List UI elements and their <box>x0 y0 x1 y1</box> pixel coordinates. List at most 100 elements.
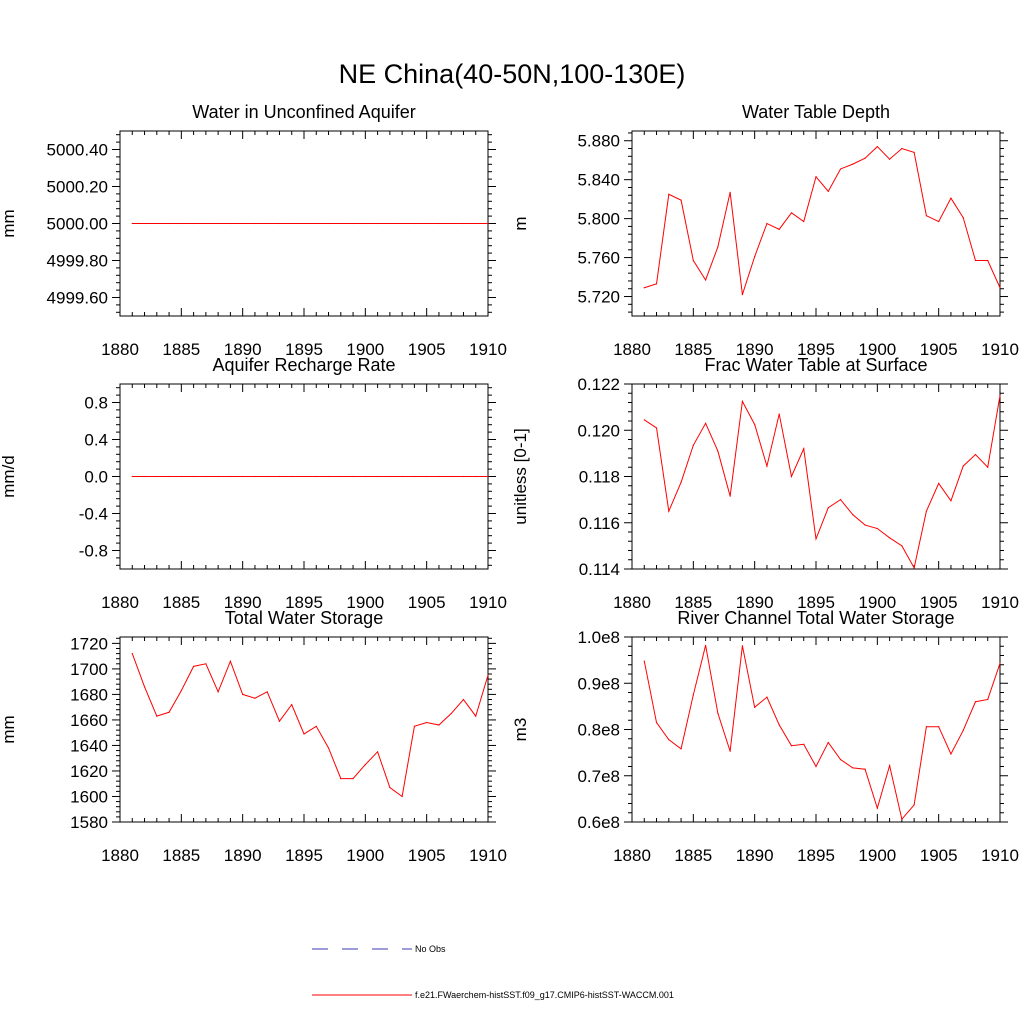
data-point <box>475 475 477 478</box>
data-point <box>766 696 768 698</box>
y-tick-label: 0.114 <box>579 560 620 579</box>
x-tick-label: 1880 <box>101 593 139 612</box>
data-point <box>729 495 731 497</box>
data-point <box>999 662 1001 664</box>
data-point <box>487 222 489 225</box>
x-tick-label: 1895 <box>285 593 323 612</box>
x-tick-label: 1905 <box>408 340 446 359</box>
y-tick-label: 0.7e8 <box>577 767 620 786</box>
data-point <box>229 222 231 225</box>
data-point <box>180 222 182 225</box>
data-point <box>193 222 195 225</box>
data-point <box>291 704 293 706</box>
y-tick-label: 5.760 <box>577 249 620 268</box>
data-point <box>131 222 133 225</box>
x-tick-label: 1890 <box>224 340 262 359</box>
x-tick-label: 1895 <box>797 593 835 612</box>
data-point <box>487 475 489 478</box>
data-point <box>487 674 489 676</box>
data-point <box>790 475 793 478</box>
data-point <box>852 767 854 769</box>
y-tick-label: -0.8 <box>79 542 108 561</box>
data-point <box>377 475 379 478</box>
data-point <box>229 660 231 662</box>
data-point <box>938 726 940 728</box>
data-point <box>803 448 805 450</box>
data-point <box>655 721 658 724</box>
x-tick-label: 1890 <box>224 846 262 865</box>
y-tick-label: 5000.40 <box>47 141 108 160</box>
data-point <box>180 689 182 692</box>
data-point <box>426 475 428 478</box>
y-tick-label: 1600 <box>70 787 108 806</box>
data-point <box>438 475 440 478</box>
data-point <box>950 500 952 502</box>
data-point <box>450 222 452 225</box>
data-point <box>827 507 829 509</box>
data-point <box>389 475 391 478</box>
data-point <box>692 694 694 696</box>
x-tick-label: 1880 <box>101 846 139 865</box>
x-tick-label: 1885 <box>674 593 712 612</box>
x-tick-label: 1880 <box>613 846 651 865</box>
x-tick-label: 1895 <box>285 846 323 865</box>
data-point <box>131 475 133 478</box>
data-point <box>377 751 379 753</box>
data-point <box>180 475 182 478</box>
y-tick-label: 0.4 <box>84 431 108 450</box>
data-point <box>778 228 780 230</box>
data-point <box>364 763 366 766</box>
data-point <box>778 413 780 415</box>
data-point <box>938 220 940 223</box>
x-tick-label: 1895 <box>285 340 323 359</box>
data-point <box>340 475 342 478</box>
panel-6: River Channel Total Water Storage m3 1880 1… <box>511 608 1019 865</box>
data-point <box>352 778 354 780</box>
data-point <box>889 764 891 767</box>
data-point <box>974 701 977 703</box>
data-point <box>987 466 989 468</box>
data-point <box>143 475 146 478</box>
data-point <box>852 514 854 516</box>
data-point <box>778 724 780 726</box>
data-point <box>327 475 330 478</box>
x-tick-label: 1890 <box>736 340 774 359</box>
data-point <box>803 220 805 223</box>
data-point <box>717 246 719 248</box>
series-line <box>643 395 1001 570</box>
data-point <box>803 743 805 745</box>
panel-frame <box>119 636 489 823</box>
y-tick-label: 1720 <box>70 634 108 653</box>
data-point <box>717 450 719 452</box>
y-tick-label: 1580 <box>70 813 108 832</box>
data-point <box>680 481 682 483</box>
data-point <box>680 748 682 750</box>
x-tick-label: 1880 <box>101 340 139 359</box>
data-point <box>266 222 268 225</box>
y-tick-label: 5.720 <box>577 288 620 307</box>
data-point <box>962 465 964 467</box>
y-tick-label: 1660 <box>70 711 108 730</box>
x-tick-label: 1905 <box>920 846 958 865</box>
data-point <box>754 706 756 708</box>
data-point <box>643 419 645 421</box>
data-point <box>242 222 244 225</box>
data-point <box>364 222 366 225</box>
data-point <box>790 212 793 214</box>
x-tick-label: 1880 <box>613 340 651 359</box>
data-point <box>655 283 658 285</box>
data-point <box>327 747 330 749</box>
data-point <box>450 475 452 478</box>
data-point <box>790 745 793 747</box>
x-tick-label: 1910 <box>981 340 1019 359</box>
y-axis-label: m3 <box>511 718 530 742</box>
data-point <box>901 147 903 150</box>
data-point <box>876 527 878 530</box>
data-point <box>438 724 440 726</box>
data-point <box>266 475 268 478</box>
x-tick-label: 1900 <box>346 593 384 612</box>
data-point <box>327 222 330 225</box>
x-tick-label: 1905 <box>408 846 446 865</box>
data-point <box>462 698 465 701</box>
